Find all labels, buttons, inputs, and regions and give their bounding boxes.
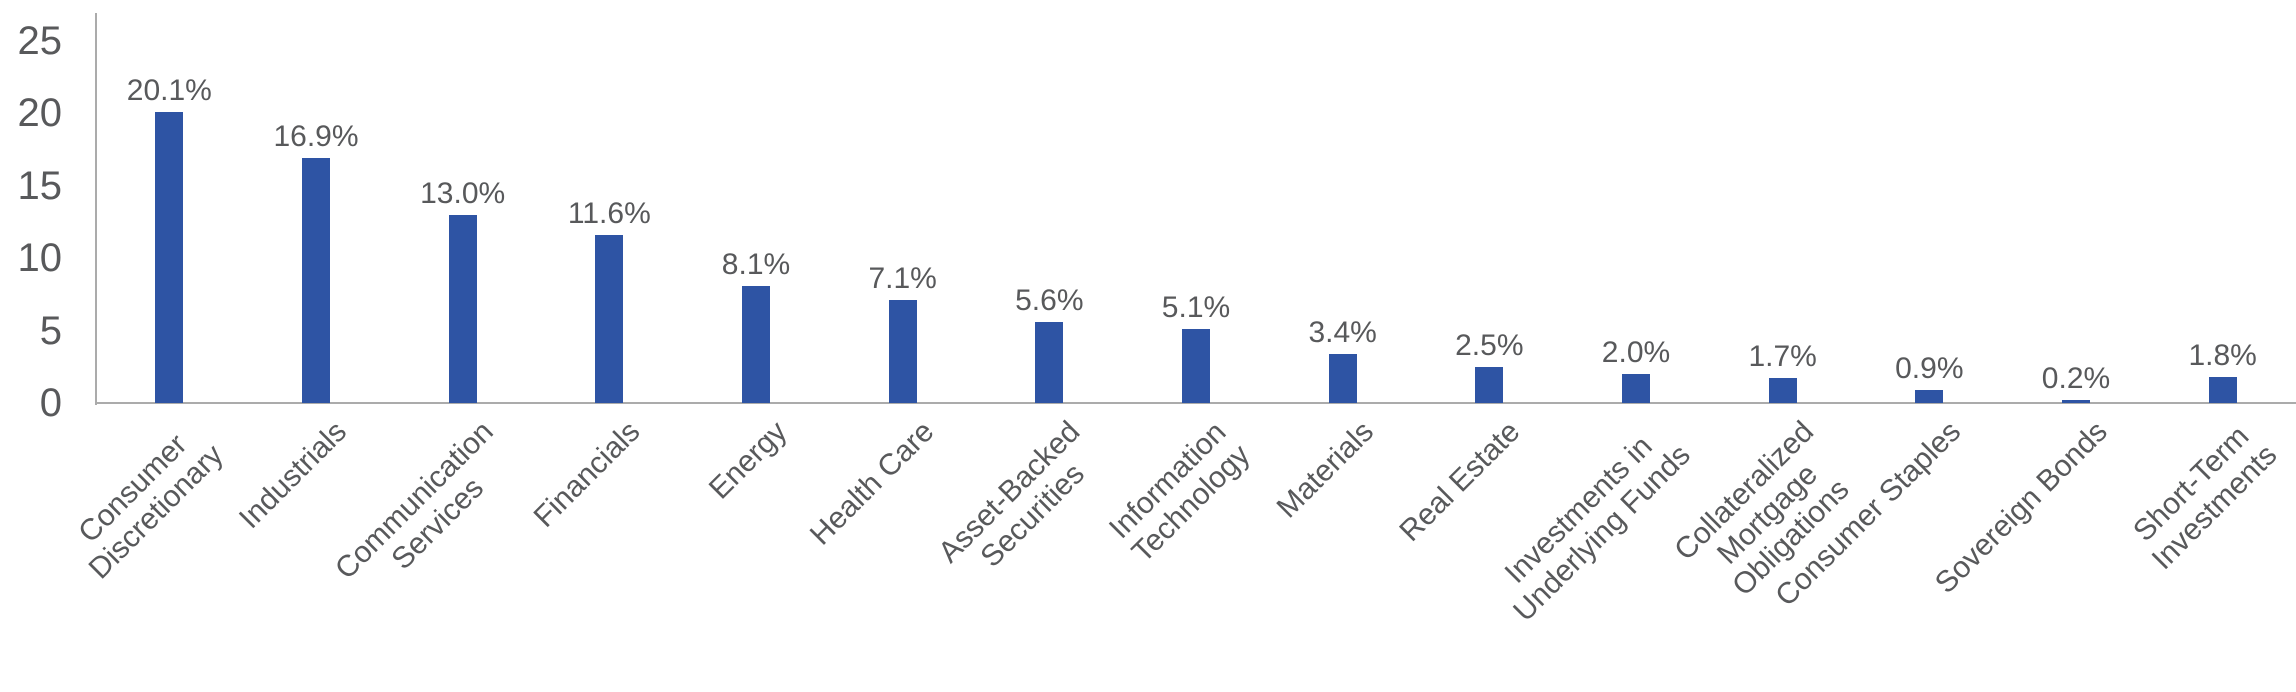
bar-energy xyxy=(742,285,770,403)
value-label-energy: 8.1% xyxy=(721,247,791,281)
x-axis-line xyxy=(95,402,2296,404)
value-label-information-technology: 5.1% xyxy=(1161,291,1231,325)
category-label-short-term-investments: Short-Term Investments xyxy=(2127,419,2284,577)
category-label-communication-services: Communication Services xyxy=(329,415,500,586)
bar-health-care xyxy=(888,300,917,403)
value-label-consumer-discretionary: 20.1% xyxy=(126,73,212,107)
y-tick-label-10: 10 xyxy=(17,236,63,281)
category-label-consumer-discretionary: Consumer Discretionary xyxy=(72,427,230,586)
bar-consumer-discretionary xyxy=(155,111,184,403)
value-label-health-care: 7.1% xyxy=(868,262,937,296)
bar-information-technology xyxy=(1182,329,1210,403)
bar-materials xyxy=(1328,353,1357,403)
bar-industrials xyxy=(302,158,330,403)
value-label-asset-backed-securities: 5.6% xyxy=(1015,283,1084,317)
value-label-industrials: 16.9% xyxy=(273,120,359,154)
y-tick-label-5: 5 xyxy=(39,308,62,353)
bar-communication-services xyxy=(448,214,477,403)
category-label-materials: Materials xyxy=(1270,415,1380,525)
value-label-investments-in-underlying-funds: 2.0% xyxy=(1601,336,1671,370)
category-label-industrials: Industrials xyxy=(233,415,354,536)
y-axis-line xyxy=(95,13,97,405)
y-tick-label-15: 15 xyxy=(17,163,63,208)
bar-real-estate xyxy=(1475,366,1504,403)
bar-financials xyxy=(595,235,624,403)
category-label-collateralized-mortgage-obligations: Collateralized Mortgage Obligations xyxy=(1668,415,1856,603)
category-label-financials: Financials xyxy=(527,415,647,534)
bar-sovereign-bonds xyxy=(2062,400,2090,403)
category-label-information-technology: Information Technology xyxy=(1103,415,1257,569)
bar-consumer-staples xyxy=(1915,389,1944,403)
category-label-real-estate: Real Estate xyxy=(1393,415,1527,549)
value-label-communication-services: 13.0% xyxy=(420,176,506,210)
category-label-energy: Energy xyxy=(702,415,794,506)
bar-investments-in-underlying-funds xyxy=(1622,374,1650,403)
value-label-real-estate: 2.5% xyxy=(1455,328,1524,362)
value-label-sovereign-bonds: 0.2% xyxy=(2041,362,2111,396)
y-tick-label-25: 25 xyxy=(17,19,63,63)
value-label-short-term-investments: 1.8% xyxy=(2188,338,2257,372)
value-label-consumer-staples: 0.9% xyxy=(1895,351,1964,385)
bar-collateralized-mortgage-obligations xyxy=(1768,378,1797,403)
bar-short-term-investments xyxy=(2208,376,2237,403)
value-label-financials: 11.6% xyxy=(567,197,651,231)
category-label-health-care: Health Care xyxy=(803,415,940,552)
value-label-materials: 3.4% xyxy=(1308,315,1377,349)
y-tick-label-20: 20 xyxy=(17,91,63,136)
bar-asset-backed-securities xyxy=(1035,321,1064,403)
category-label-asset-backed-securities: Asset-Backed Securities xyxy=(932,415,1092,574)
y-tick-label-0: 0 xyxy=(39,381,62,425)
value-label-collateralized-mortgage-obligations: 1.7% xyxy=(1748,340,1817,374)
